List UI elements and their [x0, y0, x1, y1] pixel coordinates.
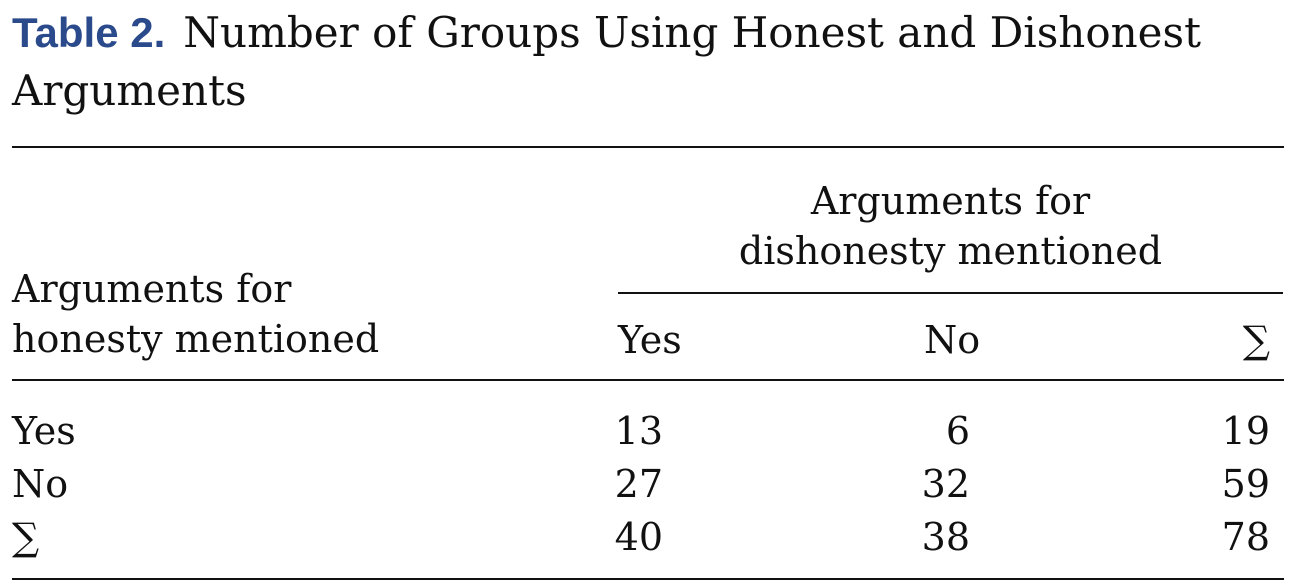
column-group-header: Arguments for dishonesty mentioned [618, 176, 1283, 276]
table-caption: Table 2. Number of Groups Using Honest an… [12, 4, 1282, 120]
cell-sum-sum: 78 [1221, 515, 1270, 559]
column-header-no: No [924, 318, 981, 362]
cell-yes-yes: 13 [614, 409, 663, 453]
column-header-yes: Yes [618, 318, 682, 362]
cell-yes-no: 6 [945, 409, 970, 453]
row-label-sum: ∑ [12, 515, 40, 559]
cell-no-no: 32 [921, 462, 970, 506]
row-header: Arguments for honesty mentioned [12, 264, 379, 364]
column-header-sum: ∑ [1242, 318, 1270, 362]
column-group-header-line2: dishonesty mentioned [738, 229, 1163, 273]
cell-no-yes: 27 [614, 462, 663, 506]
cell-sum-yes: 40 [614, 515, 663, 559]
row-label-yes: Yes [12, 409, 76, 453]
cell-yes-sum: 19 [1221, 409, 1270, 453]
caption-text-line2: Arguments [12, 66, 247, 115]
column-group-rule [618, 292, 1283, 294]
cell-sum-no: 38 [921, 515, 970, 559]
row-header-line2: honesty mentioned [12, 317, 380, 361]
table-label: Table 2. [12, 9, 166, 56]
top-rule [12, 146, 1284, 148]
caption-text-line1: Number of Groups Using Honest and Dishon… [183, 8, 1201, 57]
column-group-header-line1: Arguments for [810, 179, 1091, 223]
header-rule [12, 379, 1284, 381]
row-label-no: No [12, 462, 69, 506]
bottom-rule [12, 578, 1284, 580]
cell-no-sum: 59 [1221, 462, 1270, 506]
row-header-line1: Arguments for [12, 267, 292, 311]
